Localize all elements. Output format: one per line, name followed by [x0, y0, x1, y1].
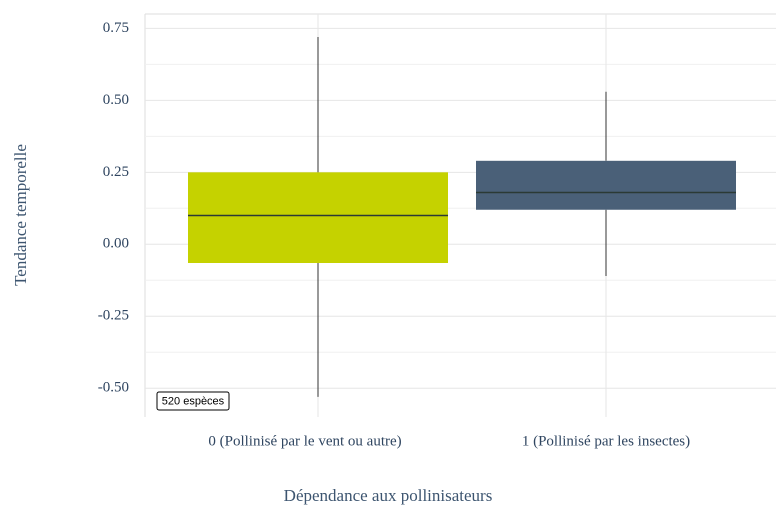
y-tick-label: 0.50	[103, 92, 129, 108]
box	[188, 172, 448, 263]
y-axis-label: Tendance temporelle	[11, 144, 30, 286]
y-tick-label: 0.00	[103, 236, 129, 252]
x-tick-label: 1 (Pollinisé par les insectes)	[522, 433, 690, 449]
annotation-box	[156, 391, 230, 411]
y-tick-label: -0.25	[98, 308, 129, 324]
x-tick-label: 0 (Pollinisé par le vent ou autre)	[208, 433, 401, 449]
box	[476, 160, 736, 210]
y-tick-label: 0.75	[103, 20, 129, 36]
x-axis-label: Dépendance aux pollinisateurs	[284, 486, 493, 505]
annotation: 520 espèces	[162, 395, 225, 407]
y-tick-label: -0.50	[98, 380, 129, 396]
y-tick-label: 0.25	[103, 164, 129, 180]
